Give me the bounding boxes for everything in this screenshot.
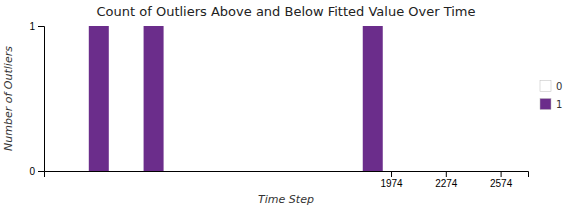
legend-item: 1: [540, 99, 562, 111]
x-tick-mark: [446, 171, 447, 177]
y-tick-label: 1: [29, 21, 35, 32]
chart: 19742274257401Count of Outliers Above an…: [0, 0, 580, 209]
y-tick: 1: [29, 21, 44, 32]
x-tick-mark: [391, 171, 392, 177]
x-tick: 2274: [435, 171, 458, 189]
x-tick-label: 2274: [435, 178, 458, 189]
x-axis: 1974 2274 2574: [45, 171, 529, 189]
legend-item: 0: [540, 81, 562, 93]
y-tick-mark: [38, 171, 44, 172]
bar: [89, 26, 109, 171]
legend-swatch: [540, 99, 551, 110]
legend: 01: [540, 81, 562, 111]
x-tick-mark: [501, 171, 502, 177]
x-axis-line: [45, 172, 529, 178]
x-tick-label: 2574: [490, 178, 513, 189]
x-tick-label: 1974: [380, 178, 403, 189]
y-tick-label: 0: [29, 166, 35, 177]
y-axis-line: [38, 27, 45, 172]
legend-label: 0: [556, 81, 562, 92]
title: Count of Outliers Above and Below Fitted…: [97, 4, 476, 19]
legend-label: 1: [556, 99, 562, 110]
x-tick: 1974: [380, 171, 403, 189]
plot: 19742274257401: [29, 21, 528, 189]
legend-swatch: [540, 81, 551, 92]
y-axis: 01: [29, 21, 44, 177]
y-tick: 0: [29, 166, 44, 177]
bar: [144, 26, 164, 171]
bar: [363, 26, 383, 171]
x-tick: 2574: [490, 171, 513, 189]
x-axis-label: Time Step: [258, 193, 314, 206]
y-axis-label: Number of Outliers: [2, 46, 15, 151]
bars: [89, 26, 383, 171]
y-tick-mark: [38, 26, 44, 27]
